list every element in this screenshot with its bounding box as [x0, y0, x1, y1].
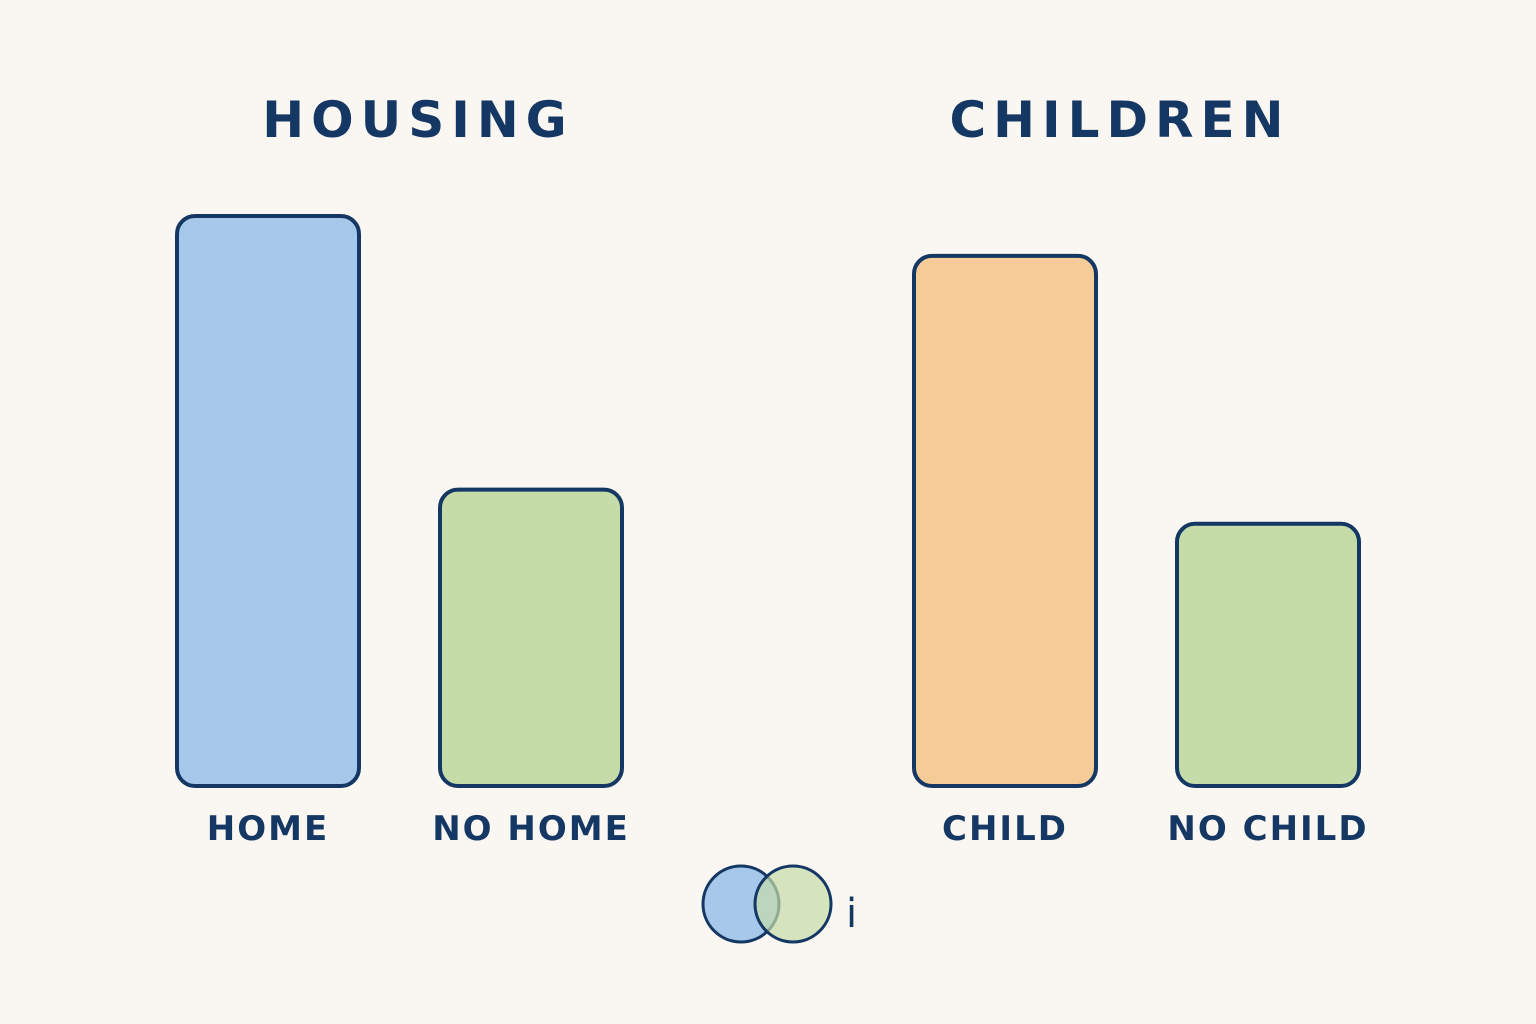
- legend-label: i: [846, 891, 857, 937]
- bars-group: [175, 214, 1361, 788]
- bar-no-home: [438, 487, 624, 788]
- category-label-child: CHILD: [942, 809, 1068, 849]
- housing-panel-title: HOUSING: [262, 91, 574, 149]
- legend: i: [701, 864, 857, 944]
- category-label-no-child: NO CHILD: [1167, 809, 1368, 849]
- category-label-home: HOME: [207, 809, 329, 849]
- venn-circle-b-icon: [753, 864, 833, 944]
- children-panel-title: CHILDREN: [949, 91, 1291, 149]
- category-labels-group: HOME NO HOME CHILD NO CHILD: [207, 809, 1368, 849]
- bar-child: [912, 253, 1098, 788]
- category-label-no-home: NO HOME: [432, 809, 630, 849]
- bar-home: [175, 214, 361, 788]
- bar-no-child: [1175, 521, 1361, 788]
